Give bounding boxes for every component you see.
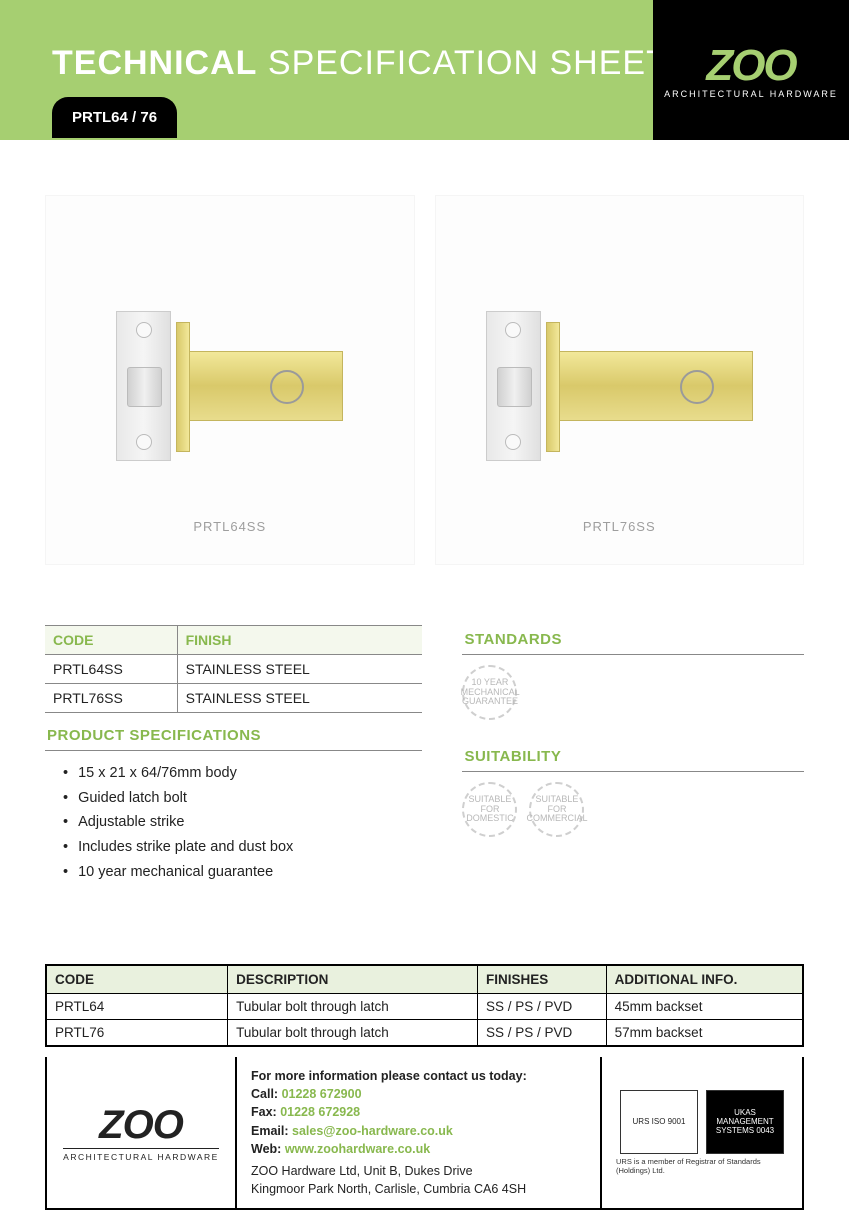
product-info-table: CODE DESCRIPTION FINISHES ADDITIONAL INF… [45,964,804,1047]
spec-bullet: 10 year mechanical guarantee [63,860,422,885]
title-light: SPECIFICATION SHEET [268,44,668,82]
contact-heading: For more information please contact us t… [251,1069,527,1083]
cell-finish: SS / PS / PVD [477,1020,606,1047]
cell-info: 45mm backset [606,994,803,1020]
footer: ZOO ARCHITECTURAL HARDWARE For more info… [45,1057,804,1210]
address-line-1: ZOO Hardware Ltd, Unit B, Dukes Drive [251,1162,586,1180]
brand-logo: ZOO [706,41,795,91]
product-code-badge: PRTL64 / 76 [52,97,177,138]
ukas-badge-icon: UKAS MANAGEMENT SYSTEMS 0043 [706,1090,784,1154]
product-card: PRTL76SS [435,195,805,565]
finish-th-finish: FINISH [177,626,422,655]
spec-area: CODE FINISH PRTL64SS STAINLESS STEEL PRT… [0,565,849,884]
spec-bullet: Adjustable strike [63,810,422,835]
cell-code: PRTL76SS [45,684,177,713]
footer-cert-cell: URS ISO 9001 UKAS MANAGEMENT SYSTEMS 004… [602,1057,802,1208]
web-value: www.zoohardware.co.uk [285,1142,430,1156]
table-row: PRTL64SS STAINLESS STEEL [45,655,422,684]
product-image-row: PRTL64SS PRTL76SS [0,140,849,565]
product-label: PRTL64SS [193,519,266,534]
commercial-icon: SUITABLE FOR COMMERCIAL [529,782,584,837]
standards-icons: 10 YEAR MECHANICAL GUARANTEE [462,655,804,734]
footer-brand-sub: ARCHITECTURAL HARDWARE [63,1148,219,1162]
cell-code: PRTL64SS [45,655,177,684]
brand-block: ZOO ARCHITECTURAL HARDWARE [653,0,849,140]
web-label: Web: [251,1142,281,1156]
product-label: PRTL76SS [583,519,656,534]
cell-finish: STAINLESS STEEL [177,684,422,713]
email-value: sales@zoo-hardware.co.uk [292,1124,453,1138]
spec-left-column: CODE FINISH PRTL64SS STAINLESS STEEL PRT… [45,625,422,884]
product-image [436,311,804,461]
address-line-2: Kingmoor Park North, Carlisle, Cumbria C… [251,1180,586,1198]
finish-th-code: CODE [45,626,177,655]
big-table-wrap: CODE DESCRIPTION FINISHES ADDITIONAL INF… [0,884,849,1047]
suitability-title: SUITABILITY [462,742,804,772]
th-finishes: FINISHES [477,965,606,994]
th-description: DESCRIPTION [228,965,478,994]
cert-badges: URS ISO 9001 UKAS MANAGEMENT SYSTEMS 004… [620,1090,784,1154]
product-card: PRTL64SS [45,195,415,565]
call-value: 01228 672900 [282,1087,362,1101]
cell-info: 57mm backset [606,1020,803,1047]
latch-body-icon [183,351,343,421]
cell-finish: STAINLESS STEEL [177,655,422,684]
call-label: Call: [251,1087,278,1101]
brand-subtitle: ARCHITECTURAL HARDWARE [664,89,838,99]
fax-label: Fax: [251,1105,277,1119]
cell-desc: Tubular bolt through latch [228,1020,478,1047]
th-additional: ADDITIONAL INFO. [606,965,803,994]
latch-body-icon [553,351,753,421]
footer-brand-logo: ZOO [99,1103,183,1148]
spec-right-column: STANDARDS 10 YEAR MECHANICAL GUARANTEE S… [462,625,804,884]
cell-code: PRTL76 [46,1020,228,1047]
fax-value: 01228 672928 [280,1105,360,1119]
cell-desc: Tubular bolt through latch [228,994,478,1020]
title-bold: TECHNICAL [52,44,257,82]
product-spec-title: PRODUCT SPECIFICATIONS [45,721,422,751]
product-image [46,311,414,461]
th-code: CODE [46,965,228,994]
table-row: PRTL76 Tubular bolt through latch SS / P… [46,1020,803,1047]
email-label: Email: [251,1124,289,1138]
table-row: PRTL64 Tubular bolt through latch SS / P… [46,994,803,1020]
spec-bullet: Includes strike plate and dust box [63,835,422,860]
latch-faceplate-icon [486,311,541,461]
footer-contact-cell: For more information please contact us t… [237,1057,602,1208]
spec-bullet: 15 x 21 x 64/76mm body [63,761,422,786]
latch-faceplate-icon [116,311,171,461]
urs-badge-icon: URS ISO 9001 [620,1090,698,1154]
suitability-icons: SUITABLE FOR DOMESTIC SUITABLE FOR COMME… [462,772,804,851]
table-row: PRTL76SS STAINLESS STEEL [45,684,422,713]
footer-logo-cell: ZOO ARCHITECTURAL HARDWARE [47,1057,237,1208]
cert-note: URS is a member of Registrar of Standard… [616,1157,788,1175]
standards-title: STANDARDS [462,625,804,655]
page-title: TECHNICAL SPECIFICATION SHEET [52,44,668,83]
cell-code: PRTL64 [46,994,228,1020]
spec-bullet: Guided latch bolt [63,786,422,811]
product-spec-list: 15 x 21 x 64/76mm body Guided latch bolt… [45,751,422,884]
cell-finish: SS / PS / PVD [477,994,606,1020]
finish-table: CODE FINISH PRTL64SS STAINLESS STEEL PRT… [45,625,422,713]
guarantee-icon: 10 YEAR MECHANICAL GUARANTEE [462,665,517,720]
domestic-icon: SUITABLE FOR DOMESTIC [462,782,517,837]
header: TECHNICAL SPECIFICATION SHEET PRTL64 / 7… [0,0,849,140]
